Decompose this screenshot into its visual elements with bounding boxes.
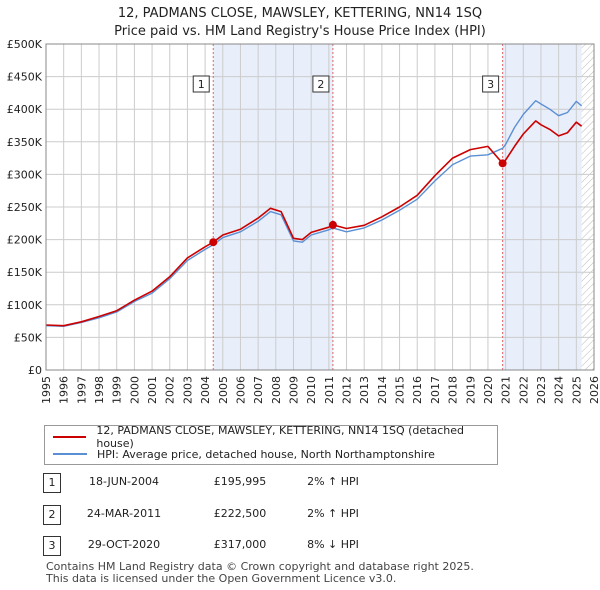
y-tick-label: £500K [7,38,43,51]
chart-subtitle: Price paid vs. HM Land Registry's House … [114,24,486,39]
x-tick-label: 1996 [58,376,71,404]
x-tick-label: 2010 [305,376,318,404]
transaction-delta-2: 2% ↑ HPI [307,507,359,520]
plot-frame [45,43,595,371]
x-tick-label: 2004 [199,376,212,404]
x-tick-label: 2014 [376,376,389,404]
transaction-number-1: 1 [43,473,61,493]
x-tick-label: 2012 [341,376,354,404]
legend-swatch-property [53,436,87,438]
transaction-number-2: 2 [43,505,61,525]
legend-label-property: 12, PADMANS CLOSE, MAWSLEY, KETTERING, N… [96,424,464,450]
y-tick-label: £400K [7,103,43,116]
transaction-delta-1: 2% ↑ HPI [307,475,359,488]
transaction-date-3: 29-OCT-2020 [87,538,161,551]
y-tick-label: £250K [7,201,43,214]
x-tick-label: 1998 [93,376,106,404]
x-tick-label: 2024 [553,376,566,404]
sale-number-label-2: 2 [317,78,324,91]
x-tick-label: 2003 [181,376,194,404]
sale-number-label-3: 3 [487,78,494,91]
legend-swatch-hpi [53,453,87,455]
x-tick-label: 2015 [394,376,407,404]
y-tick-label: £50K [14,331,43,344]
y-tick-label: £450K [7,71,43,84]
y-tick-label: £100K [7,299,43,312]
x-tick-label: 2022 [517,376,530,404]
legend-item-hpi: HPI: Average price, detached house, Nort… [53,446,435,462]
sale-point-2 [328,220,337,229]
x-tick-label: 1997 [75,376,88,404]
transaction-date-2: 24-MAR-2011 [86,507,162,520]
x-tick-label: 2007 [252,376,265,404]
transaction-price-2: £222,500 [213,507,267,520]
price-chart: £0 £50K £100K £150K £200K £250K £300K £350K £400… [7,38,600,404]
chart-title: 12, PADMANS CLOSE, MAWSLEY, KETTERING, N… [117,6,483,21]
legend: 12, PADMANS CLOSE, MAWSLEY, KETTERING, N… [44,424,498,465]
x-tick-label: 2020 [482,376,495,404]
y-tick-label: £300K [7,168,43,181]
y-tick-label: £350K [7,136,43,149]
x-tick-label: 1995 [40,376,53,404]
x-tick-label: 2023 [535,376,548,404]
x-tick-label: 2008 [270,376,283,404]
sale-point-3 [498,159,507,168]
sale-number-box-3 [482,75,500,93]
x-tick-label: 2016 [411,376,424,404]
sale-number-label-1: 1 [198,78,205,91]
x-tick-label: 2005 [217,376,230,404]
x-tick-label: 2011 [323,376,336,404]
x-tick-label: 2000 [128,376,141,404]
transaction-delta-3: 8% ↓ HPI [307,538,359,551]
x-tick-label: 2019 [464,376,477,404]
footer-copyright: Contains HM Land Registry data © Crown c… [46,560,474,573]
legend-label-hpi: HPI: Average price, detached house, Nort… [97,447,435,461]
x-tick-label: 2025 [570,376,583,404]
transaction-price-1: £195,995 [213,475,267,488]
transaction-price-3: £317,000 [213,538,267,551]
sale-point-1 [209,238,218,247]
x-tick-label: 2021 [500,376,513,404]
x-tick-label: 2026 [588,376,600,404]
legend-item-property: 12, PADMANS CLOSE, MAWSLEY, KETTERING, N… [53,424,497,450]
footer-licence: This data is licensed under the Open Gov… [46,572,397,585]
y-tick-label: £200K [7,234,43,247]
x-tick-label: 1999 [111,376,124,404]
sale-number-box-1 [192,75,210,93]
y-tick-label: £150K [7,266,43,279]
x-tick-label: 2002 [164,376,177,404]
x-tick-label: 2013 [358,376,371,404]
sale-number-box-2 [312,75,330,93]
x-tick-label: 2009 [287,376,300,404]
transaction-date-1: 18-JUN-2004 [88,475,160,488]
y-tick-label: £0 [28,364,42,377]
x-tick-label: 2001 [146,376,159,404]
x-tick-label: 2006 [234,376,247,404]
x-tick-label: 2017 [429,376,442,404]
x-tick-label: 2018 [447,376,460,404]
transaction-number-3: 3 [43,536,61,556]
